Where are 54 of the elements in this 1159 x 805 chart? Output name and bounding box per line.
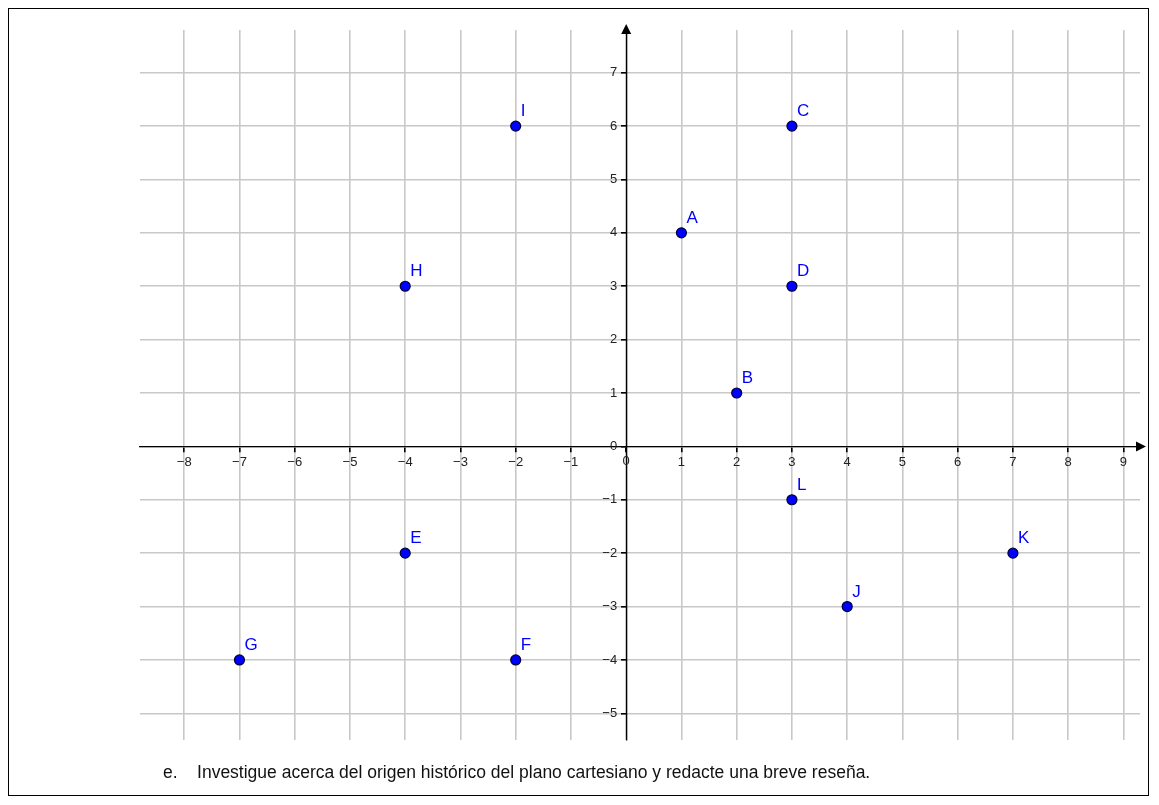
y-tick-label: −1 xyxy=(602,491,618,507)
x-tick-label: 5 xyxy=(898,453,907,469)
point xyxy=(233,654,246,666)
y-tick-label: −4 xyxy=(602,651,618,667)
x-tick-label: 1 xyxy=(677,453,686,469)
y-tick-label: 4 xyxy=(609,224,618,240)
annotation: F xyxy=(520,634,532,654)
x-tick-label: −8 xyxy=(176,453,192,469)
y-tick-label: 7 xyxy=(609,64,618,80)
x-tick-label: −5 xyxy=(342,453,358,469)
point xyxy=(399,547,411,559)
x-tick-label: −6 xyxy=(287,453,303,469)
x-tick-label: 2 xyxy=(733,453,741,469)
x-tick-label: 9 xyxy=(1119,453,1128,469)
point xyxy=(675,227,688,239)
y-tick-label: 2 xyxy=(609,331,618,347)
x-tick-label: −4 xyxy=(397,453,413,469)
y-tick-label: −2 xyxy=(602,544,618,560)
annotation: B xyxy=(741,368,754,388)
annotation: D xyxy=(796,261,810,281)
annotation: I xyxy=(520,101,526,121)
point xyxy=(510,654,522,666)
point xyxy=(786,120,798,132)
x-tick-label: 8 xyxy=(1064,453,1072,469)
y-tick-label: −5 xyxy=(602,704,618,720)
x-tick-label: 6 xyxy=(954,453,962,469)
x-tick-label: 3 xyxy=(788,453,796,469)
annotation: L xyxy=(796,474,807,494)
annotation: J xyxy=(852,581,861,601)
x-tick-label: 7 xyxy=(1009,453,1017,469)
point xyxy=(510,120,522,132)
point xyxy=(731,387,743,399)
point xyxy=(399,280,411,292)
annotation: G xyxy=(244,634,258,654)
annotation: H xyxy=(410,261,423,281)
x-tick-label: −1 xyxy=(563,453,579,469)
x-tick-label: −7 xyxy=(232,453,247,469)
annotation: C xyxy=(796,101,810,121)
point xyxy=(786,494,798,506)
y-tick-label: 3 xyxy=(609,277,618,293)
point xyxy=(786,280,798,292)
x-tick-label: −3 xyxy=(453,453,468,469)
x-tick-label: −2 xyxy=(508,453,524,469)
y-tick-label: 5 xyxy=(609,171,618,187)
text: e. Investigue acerca del origen histórico del plano cartesiano y redacte una breve reseña. xyxy=(163,762,871,783)
y-tick-label: −3 xyxy=(602,598,618,614)
x-tick-label: 4 xyxy=(843,453,851,469)
annotation: K xyxy=(1017,528,1030,548)
annotation: A xyxy=(686,207,699,227)
y-tick-label: 1 xyxy=(609,384,618,400)
point xyxy=(841,600,853,613)
point xyxy=(1007,547,1019,559)
y-tick-label: 6 xyxy=(609,117,618,133)
annotation: E xyxy=(410,528,422,548)
